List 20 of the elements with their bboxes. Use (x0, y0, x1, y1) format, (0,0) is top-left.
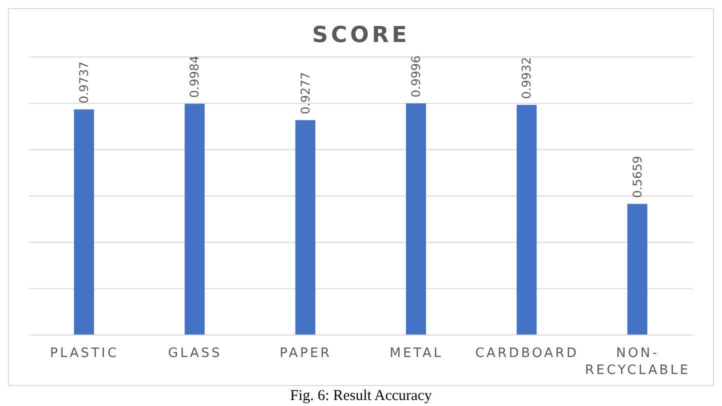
data-label: 0.9932 (520, 56, 534, 99)
caption: Fig. 6: Result Accuracy (289, 388, 433, 405)
bar (295, 120, 316, 335)
data-label: 0.9996 (409, 55, 423, 98)
bar (74, 109, 94, 335)
data-label: 0.9984 (188, 56, 202, 98)
data-label: 0.9277 (298, 72, 312, 114)
x-tick-label: PAPER (280, 346, 332, 361)
x-tick-label: GLASS (168, 346, 222, 361)
data-label: 0.5659 (630, 156, 644, 198)
x-tick-label: METAL (390, 346, 444, 361)
x-tick-label: CARDBOARD (475, 346, 579, 361)
x-tick-label: NON-RECYCLABLE (585, 346, 690, 378)
data-label: 0.9737 (77, 61, 91, 104)
bar (627, 204, 648, 335)
bar (516, 104, 537, 335)
chart-title: SCORE (311, 22, 411, 50)
x-tick-label: PLASTIC (50, 346, 119, 361)
bar (406, 103, 426, 335)
bar (184, 104, 205, 335)
